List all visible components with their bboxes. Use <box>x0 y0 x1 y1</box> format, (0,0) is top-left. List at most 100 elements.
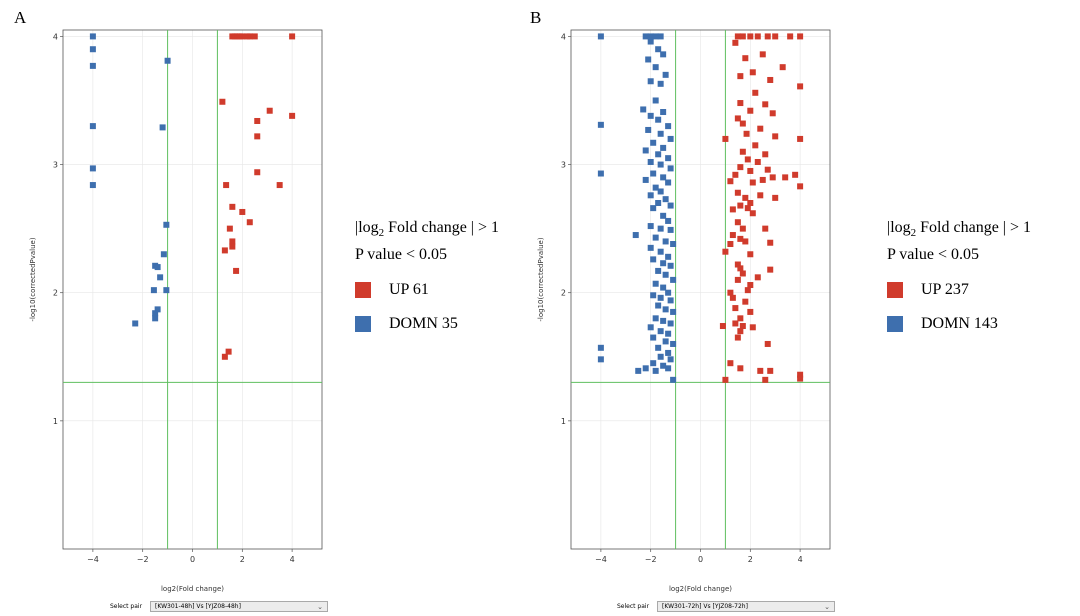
down-point <box>652 234 659 241</box>
down-point <box>662 238 669 245</box>
up-point <box>276 182 283 189</box>
x-tick-label: 4 <box>798 555 803 564</box>
down-point <box>657 328 664 335</box>
up-point <box>251 33 258 40</box>
down-swatch <box>355 316 371 333</box>
down-point <box>657 353 664 360</box>
up-point <box>742 55 749 62</box>
down-point <box>647 33 654 40</box>
down-point <box>89 182 96 189</box>
up-point <box>769 174 776 181</box>
down-point <box>667 226 674 233</box>
up-point <box>266 107 273 114</box>
down-point <box>662 306 669 313</box>
down-point <box>667 320 674 327</box>
down-point <box>662 338 669 345</box>
down-point <box>642 147 649 154</box>
down-point <box>652 315 659 322</box>
up-point <box>754 158 761 165</box>
up-point <box>254 133 261 140</box>
up-point <box>767 239 774 246</box>
down-point <box>645 126 652 133</box>
select-pair-label: Select pair <box>617 603 650 610</box>
up-point <box>747 107 754 114</box>
up-point <box>747 200 754 206</box>
up-point <box>757 125 764 132</box>
up-point <box>254 117 261 124</box>
down-point <box>657 80 664 87</box>
down-point <box>657 248 664 255</box>
up-point <box>767 76 774 83</box>
legend-up-entry: UP 61 <box>355 281 499 299</box>
down-point <box>655 46 662 53</box>
down-point <box>667 165 674 172</box>
up-point <box>737 164 744 171</box>
up-point <box>752 142 759 149</box>
down-point <box>635 367 642 374</box>
up-point <box>747 308 754 315</box>
up-point <box>797 135 804 142</box>
pvalue-condition: P value < 0.05 <box>355 246 447 264</box>
down-point <box>655 267 662 274</box>
up-point <box>757 192 764 199</box>
down-point <box>647 324 654 331</box>
up-point <box>722 135 729 142</box>
down-point <box>665 349 672 356</box>
down-point <box>647 244 654 251</box>
down-point <box>657 130 664 137</box>
legend-up-label: UP 237 <box>921 281 969 299</box>
legend-down-label: DOMN 143 <box>921 315 998 333</box>
up-point <box>747 282 754 289</box>
up-point <box>233 267 240 274</box>
select-pair-dropdown[interactable]: [KW301-48h] Vs [YJZ08-48h] ⌄ <box>150 601 329 612</box>
up-point <box>737 235 744 242</box>
down-point <box>660 109 667 116</box>
up-point <box>797 375 804 382</box>
down-point <box>670 376 677 383</box>
select-pair-dropdown[interactable]: [KW301-72h] Vs [YJZ08-72h] ⌄ <box>657 601 836 612</box>
up-point <box>752 89 759 96</box>
up-point <box>762 225 769 232</box>
down-point <box>157 274 164 281</box>
panel-a-label: A <box>14 8 27 27</box>
down-point <box>662 271 669 278</box>
up-point <box>734 261 741 268</box>
select-pair-value: [KW301-72h] Vs [YJZ08-72h] <box>662 603 748 610</box>
down-point <box>597 170 604 177</box>
up-point <box>782 174 789 181</box>
up-point <box>767 266 774 273</box>
down-point <box>655 151 662 158</box>
down-point <box>652 184 659 191</box>
down-swatch <box>887 316 903 333</box>
x-tick-label: −4 <box>87 555 99 564</box>
up-point <box>246 219 253 226</box>
down-point <box>660 174 667 181</box>
x-tick-label: −4 <box>595 555 607 564</box>
down-point <box>660 212 667 219</box>
up-point <box>797 83 804 90</box>
down-point <box>632 232 639 239</box>
up-point <box>764 340 771 347</box>
fold-change-condition: |log2 Fold change | > 1 <box>887 219 1032 240</box>
down-point <box>670 308 677 315</box>
up-point <box>737 315 744 322</box>
chevron-down-icon: ⌄ <box>824 602 831 611</box>
up-point <box>744 156 751 163</box>
x-tick-label: 0 <box>698 555 703 564</box>
up-point <box>244 33 251 40</box>
down-point <box>597 33 604 40</box>
down-point <box>645 56 652 63</box>
legend-down-label: DOMN 35 <box>389 315 458 333</box>
volcano-plot-a: −4 −2 0 2 4 1 2 3 4 log2(Fold change) -log10(corre… <box>29 29 323 593</box>
up-point <box>732 39 739 46</box>
up-point <box>225 348 232 355</box>
y-axis-title: -log10(correctedPvalue) <box>29 237 37 321</box>
up-point <box>229 203 236 210</box>
y-tick-label: 3 <box>561 161 566 170</box>
x-axis-title: log2(Fold change) <box>161 585 224 593</box>
up-point <box>722 376 729 383</box>
select-pair-label: Select pair <box>110 603 143 610</box>
y-axis-title: -log10(correctedPvalue) <box>537 237 545 321</box>
up-point <box>772 133 779 140</box>
